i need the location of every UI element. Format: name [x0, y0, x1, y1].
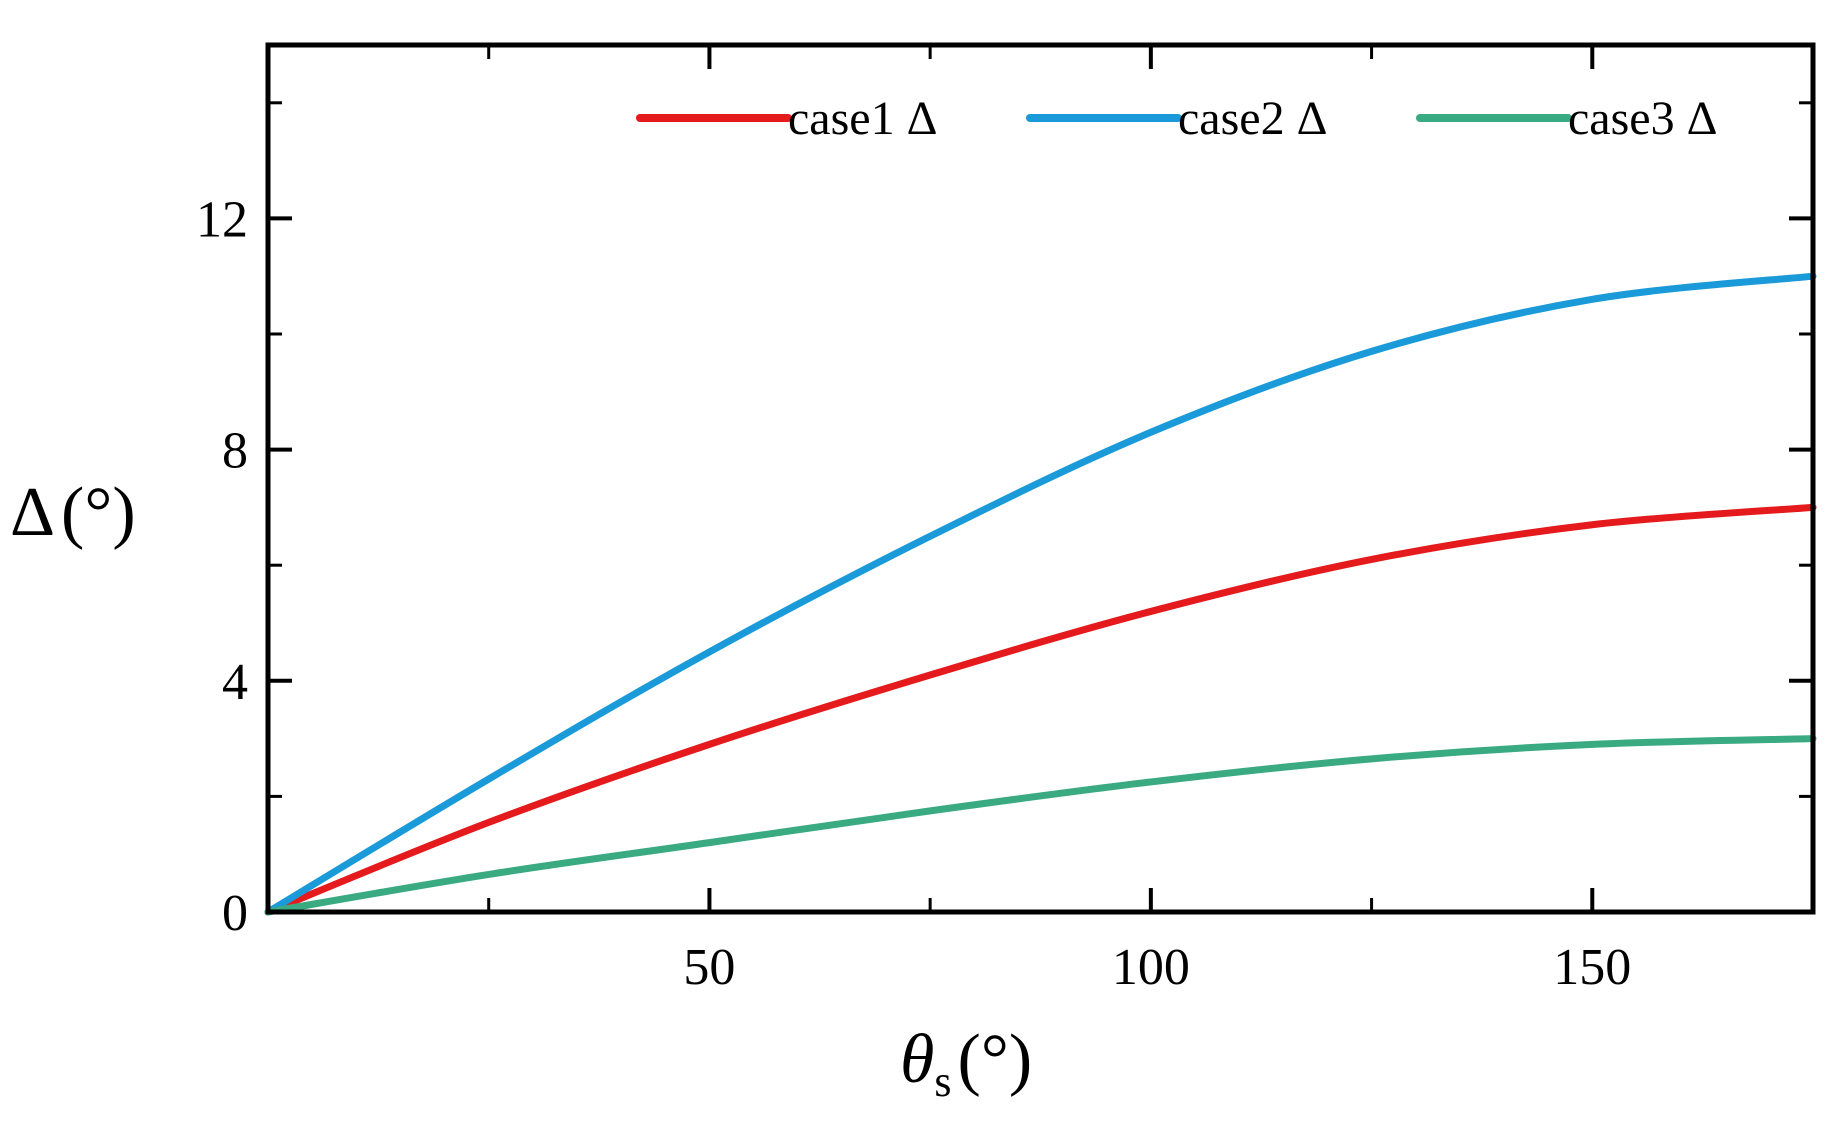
series-line-case2 — [264, 272, 1817, 916]
x-axis-symbol: θ — [900, 1021, 934, 1098]
series-line-case3 — [264, 735, 1817, 916]
y-tick-label: 8 — [222, 423, 248, 480]
x-axis-unit: (°) — [958, 1021, 1033, 1098]
y-axis-unit: (°) — [61, 474, 136, 551]
x-tick-label: 150 — [1553, 939, 1631, 996]
y-axis-label: Δ(°) — [10, 474, 136, 551]
legend-label-case1: case1 Δ — [788, 92, 937, 145]
y-tick-label: 0 — [222, 885, 248, 942]
series-layer — [264, 272, 1817, 916]
legend-label-case3: case3 Δ — [1568, 92, 1717, 145]
ticks-layer: 50 100 150 0 4 8 12 — [196, 45, 1813, 996]
y-tick-label: 4 — [222, 654, 248, 711]
legend-label-case2: case2 Δ — [1178, 92, 1327, 145]
series-line-case1 — [264, 503, 1817, 916]
legend: case1 Δ case2 Δ case3 Δ — [636, 92, 1717, 145]
plot-frame — [265, 42, 1816, 915]
y-tick-label: 12 — [196, 191, 248, 248]
y-axis-symbol: Δ — [10, 474, 55, 551]
x-axis-subscript: s — [934, 1057, 951, 1106]
x-tick-label: 100 — [1112, 939, 1190, 996]
x-axis-label: θs(°) — [900, 1021, 1032, 1106]
x-tick-label: 50 — [683, 939, 735, 996]
